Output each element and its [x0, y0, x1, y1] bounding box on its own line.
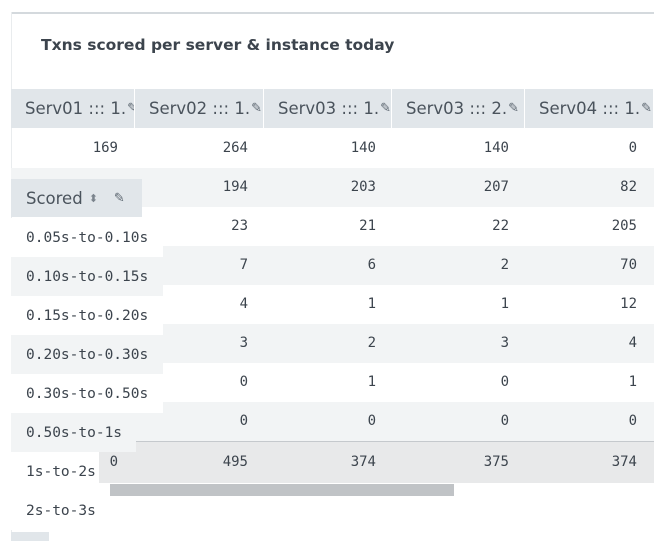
column-header-serv02[interactable]: Serv02 ::: 1. ✎: [135, 89, 264, 128]
table-cell: 1: [367, 296, 376, 312]
table-total-cell: 0: [109, 454, 118, 470]
fixed-column-item: 0.10s-to-0.15s: [11, 257, 163, 296]
fixed-column-header-label: Scored: [26, 188, 83, 208]
pencil-icon[interactable]: ✎: [251, 101, 262, 116]
table-total-cell: 374: [611, 454, 637, 470]
table-cell: 207: [483, 179, 509, 195]
column-header-serv03-1[interactable]: Serv03 ::: 1. ✎: [264, 89, 392, 128]
table-cell: 4: [628, 335, 637, 351]
table-cell: 7: [239, 257, 248, 273]
column-header-label: Serv03 ::: 1.: [278, 99, 380, 118]
pencil-icon[interactable]: ✎: [380, 101, 391, 116]
table-cell: 22: [492, 218, 509, 234]
column-header-label: Serv02 ::: 1.: [149, 99, 251, 118]
table-cell: 0: [628, 140, 637, 156]
table-cell: 3: [239, 335, 248, 351]
table-cell: 3: [500, 335, 509, 351]
fixed-column-scroll-stub: [11, 532, 49, 541]
fixed-column-item: 1s-to-2s: [11, 452, 99, 491]
table-cell: 140: [350, 140, 376, 156]
fixed-column-item: 0.05s-to-0.10s: [11, 218, 163, 257]
pencil-icon[interactable]: ✎: [113, 190, 125, 206]
table-cell: 140: [483, 140, 509, 156]
table-cell: 21: [359, 218, 376, 234]
table-cell: 0: [367, 413, 376, 429]
fixed-column-item: 0.50s-to-1s: [11, 413, 136, 452]
table-cell: 0: [239, 413, 248, 429]
table-total-cell: 374: [350, 454, 376, 470]
panel-top-border: [11, 0, 654, 14]
table-cell: 169: [92, 140, 118, 156]
pencil-icon[interactable]: ✎: [127, 101, 134, 116]
column-header-label: Serv04 ::: 1.: [539, 99, 641, 118]
column-header-serv04[interactable]: Serv04 ::: 1. ✎: [525, 89, 654, 128]
column-header-serv03-2[interactable]: Serv03 ::: 2. ✎: [392, 89, 525, 128]
table-cell: 12: [620, 296, 637, 312]
table-cell: 1: [367, 374, 376, 390]
table-cell: 194: [222, 179, 248, 195]
pencil-icon[interactable]: ✎: [508, 101, 519, 116]
table-cell: 205: [611, 218, 637, 234]
table-cell: 4: [239, 296, 248, 312]
column-header-serv01[interactable]: Serv01 ::: 1.✎: [11, 89, 135, 128]
table-header: [11, 89, 654, 128]
table-cell: 2: [367, 335, 376, 351]
fixed-column-item: 0.20s-to-0.30s: [11, 335, 163, 374]
table-cell: 0: [500, 413, 509, 429]
fixed-column-header[interactable]: Scored ⬍ ✎: [11, 179, 142, 217]
table-cell: 264: [222, 140, 248, 156]
fixed-column-item: 2s-to-3s: [11, 491, 109, 530]
table-cell: 203: [350, 179, 376, 195]
table-cell: 0: [628, 413, 637, 429]
table-total-cell: 495: [222, 454, 248, 470]
column-header-label: Serv03 ::: 2.: [406, 99, 508, 118]
pencil-icon[interactable]: ✎: [641, 101, 652, 116]
table-cell: 2: [500, 257, 509, 273]
sort-icon[interactable]: ⬍: [88, 191, 98, 205]
table-cell: 1: [628, 374, 637, 390]
table-total-cell: 375: [483, 454, 509, 470]
table-cell: 82: [620, 179, 637, 195]
table-cell: 70: [620, 257, 637, 273]
column-header-label: Serv01 ::: 1.: [25, 99, 127, 118]
table-cell: 6: [367, 257, 376, 273]
table-cell: 0: [239, 374, 248, 390]
fixed-column-item: 0.15s-to-0.20s: [11, 296, 163, 335]
panel-title: Txns scored per server & instance today: [41, 36, 395, 54]
table-cell: 1: [500, 296, 509, 312]
scrollbar-thumb[interactable]: [110, 484, 454, 496]
table-cell: 0: [500, 374, 509, 390]
fixed-column-item: 0.30s-to-0.50s: [11, 374, 163, 413]
table-cell: 23: [231, 218, 248, 234]
